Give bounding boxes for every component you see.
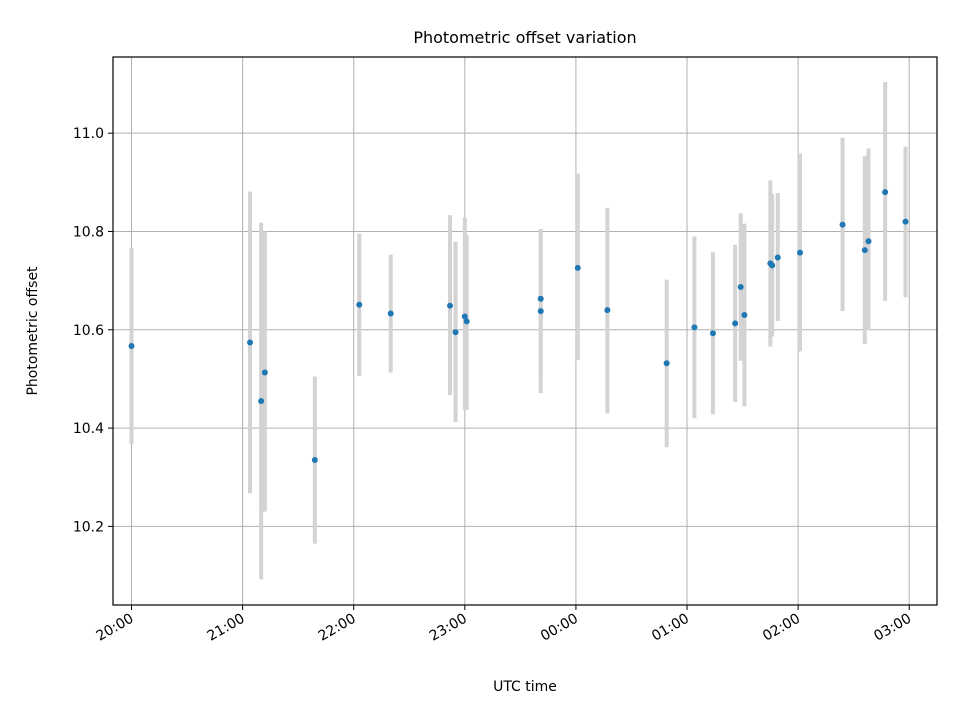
x-tick-label: 01:00 (649, 611, 692, 645)
y-tick-label: 10.8 (73, 224, 104, 240)
x-tick-label: 23:00 (427, 611, 470, 645)
x-tick-label: 03:00 (871, 611, 914, 645)
y-tick-label: 10.6 (73, 323, 104, 339)
data-point (574, 264, 581, 271)
data-point (691, 324, 698, 331)
y-axis-ticks: 10.2 10.4 10.6 10.8 11.0 (73, 126, 113, 535)
data-point (447, 302, 454, 309)
data-point (311, 457, 318, 464)
data-points (128, 189, 909, 464)
data-point (247, 339, 254, 346)
data-point (796, 249, 803, 256)
plot-area-frame (112, 56, 938, 606)
data-point (663, 360, 670, 367)
x-tick-label: 21:00 (205, 611, 248, 645)
data-point (732, 320, 739, 327)
data-point (709, 330, 716, 337)
x-axis-ticks: 20:00 21:00 22:00 23:00 00:00 01:00 02:00 03:00 (94, 605, 914, 645)
x-tick-label: 00:00 (538, 611, 581, 645)
data-point (463, 318, 470, 325)
x-tick-label: 20:00 (94, 611, 137, 645)
data-point (128, 342, 135, 349)
data-point (258, 398, 265, 405)
y-axis-label: Photometric offset (25, 266, 41, 396)
y-tick-label: 10.2 (73, 519, 104, 535)
data-point (604, 307, 611, 314)
data-point (861, 247, 868, 254)
data-point (537, 308, 544, 315)
chart-title: Photometric offset variation (413, 28, 636, 47)
data-point (741, 312, 748, 319)
data-point (882, 189, 889, 196)
data-point (769, 262, 776, 269)
data-point (461, 313, 468, 320)
y-tick-label: 10.4 (73, 421, 104, 437)
x-axis-label: UTC time (493, 679, 557, 695)
data-point (774, 254, 781, 261)
data-point (537, 295, 544, 302)
x-tick-label: 02:00 (760, 611, 803, 645)
data-point (261, 369, 268, 376)
x-tick-label: 22:00 (316, 611, 359, 645)
y-tick-label: 11.0 (73, 126, 104, 142)
error-bars (129, 82, 908, 580)
data-point (839, 221, 846, 228)
data-point (902, 218, 909, 225)
data-point (865, 238, 872, 245)
data-point (356, 301, 363, 308)
data-point (452, 329, 459, 336)
grid (113, 57, 937, 605)
data-point (737, 284, 744, 291)
data-point (387, 310, 394, 317)
